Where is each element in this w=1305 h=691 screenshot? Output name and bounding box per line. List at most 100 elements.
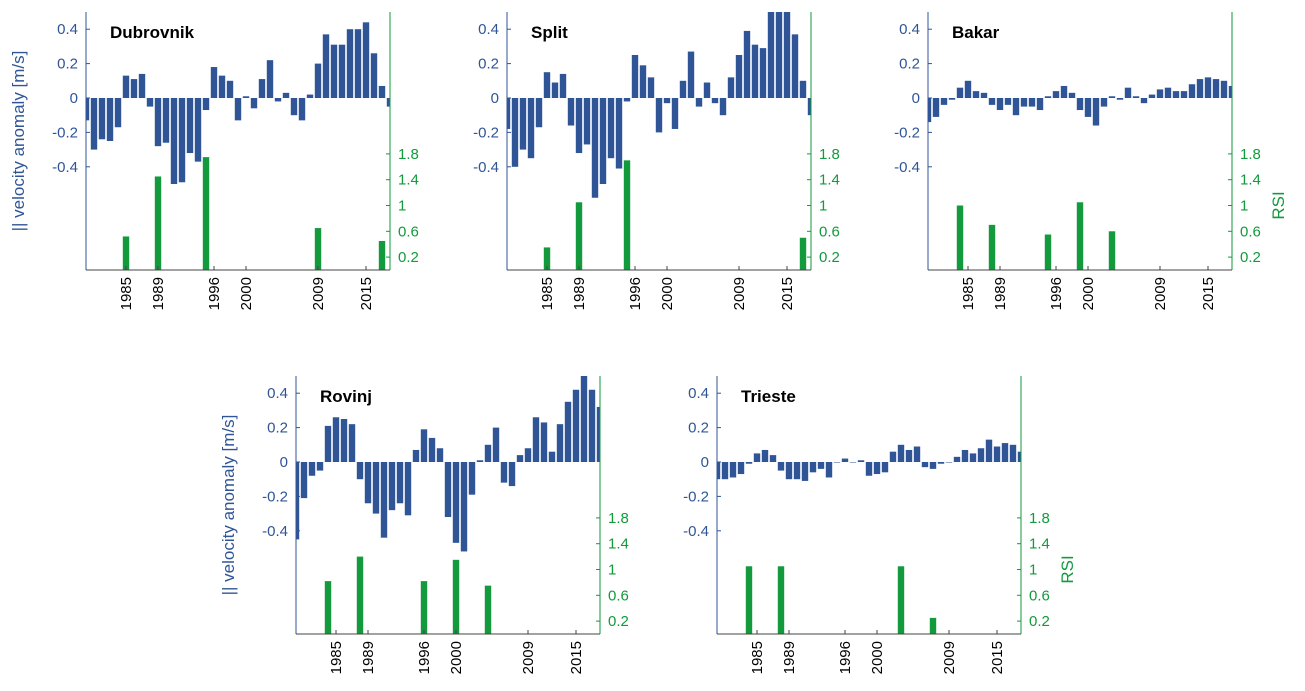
y-tick-label: 0.4 [267,385,288,402]
anomaly-bar [583,98,591,145]
anomaly-bar [717,462,721,480]
y-tick-label: 0.2 [478,56,499,73]
anomaly-bar [1228,85,1232,98]
anomaly-bar [436,448,444,462]
anomaly-bar [905,449,913,462]
anomaly-bar [721,462,729,480]
anomaly-bar [1220,80,1228,98]
anomaly-bar [1124,87,1132,98]
y-tick-label: -0.4 [894,159,920,176]
anomaly-bar [511,98,519,167]
rsi-bar [314,228,322,270]
y2-tick-label: 1 [398,198,406,215]
anomaly-bar [591,98,599,198]
rsi-bar [799,237,807,270]
rsi-bar [956,205,964,270]
anomaly-bar [130,79,138,98]
rsi-bar [122,236,130,270]
x-tick-label: 1996 [416,641,433,674]
y2-tick-label: 1 [1029,562,1037,579]
panel-title: Rovinj [320,387,372,406]
rsi-bar [623,160,631,270]
anomaly-bar [791,34,799,98]
anomaly-bar [226,80,234,98]
anomaly-bar [1052,91,1060,98]
anomaly-bar [202,98,210,111]
anomaly-bar [783,12,791,98]
anomaly-bar [687,51,695,98]
x-tick-label: 2009 [520,641,537,674]
anomaly-bar [807,98,811,116]
anomaly-bar [719,98,727,116]
y2-tick-label: 0.2 [819,249,840,266]
y2-tick-label: 1.8 [398,146,419,163]
anomaly-bar [897,444,905,462]
y2-tick-label: 1.4 [608,536,629,553]
anomaly-bar [940,98,948,105]
y-tick-label: 0 [491,90,499,107]
anomaly-bar [801,462,809,481]
anomaly-bar [114,98,122,128]
x-tick-label: 1985 [960,277,977,310]
anomaly-bar [793,462,801,480]
anomaly-bar [623,98,631,102]
y-tick-label: -0.4 [262,523,288,540]
y2-tick-label: 1 [819,198,827,215]
y2-tick-label: 0.2 [398,249,419,266]
anomaly-bar [324,425,332,462]
anomaly-bar [937,462,945,464]
y2-tick-label: 0.6 [398,223,419,240]
anomaly-bar [316,462,324,471]
anomaly-bar [889,451,897,462]
anomaly-bar [607,98,615,159]
y-tick-label: 0 [70,90,78,107]
anomaly-bar [735,55,743,98]
anomaly-bar [98,98,106,140]
x-tick-label: 1985 [749,641,766,674]
anomaly-bar [873,462,881,475]
x-tick-label: 2000 [869,641,886,674]
anomaly-bar [575,98,583,154]
rsi-bar [324,581,332,634]
anomaly-bar [932,98,940,117]
anomaly-bar [1009,444,1017,462]
anomaly-bar [356,462,364,480]
x-tick-label: 1989 [150,277,167,310]
anomaly-bar [729,462,737,478]
anomaly-bar [300,462,308,499]
anomaly-bar [1148,94,1156,98]
anomaly-bar [1172,91,1180,98]
anomaly-bar [90,98,98,150]
anomaly-bar [777,462,785,471]
anomaly-bar [452,462,460,543]
y-tick-label: -0.2 [683,488,709,505]
x-tick-label: 2009 [731,277,748,310]
rsi-bar [202,157,210,270]
anomaly-bar [928,98,932,123]
anomaly-bar [631,55,639,98]
anomaly-bar [516,455,524,462]
y-tick-label: -0.2 [894,124,920,141]
anomaly-bar [476,460,484,462]
anomaly-bar [346,29,354,99]
y-tick-label: 0.2 [899,56,920,73]
anomaly-bar [559,73,567,98]
anomaly-bar [420,429,428,462]
y2-axis-label: RSI [1269,191,1288,219]
panel-title: Dubrovnik [110,23,195,42]
anomaly-bar [703,82,711,98]
anomaly-bar [588,389,596,462]
rsi-bar [1076,202,1084,270]
anomaly-bar [332,417,340,462]
rsi-bar [452,559,460,634]
anomaly-bar [146,98,154,107]
anomaly-bar [745,462,753,464]
y-tick-label: -0.4 [683,523,709,540]
x-tick-label: 2015 [779,277,796,310]
anomaly-bar [948,98,956,100]
y2-tick-label: 1.8 [1029,510,1050,527]
anomaly-bar [460,462,468,552]
bars [928,77,1232,270]
panel: -0.4 -0.2 0 0.2 0.4 0.2 0.6 1 1.4 1.8 1985 1989 1996… [473,12,840,310]
